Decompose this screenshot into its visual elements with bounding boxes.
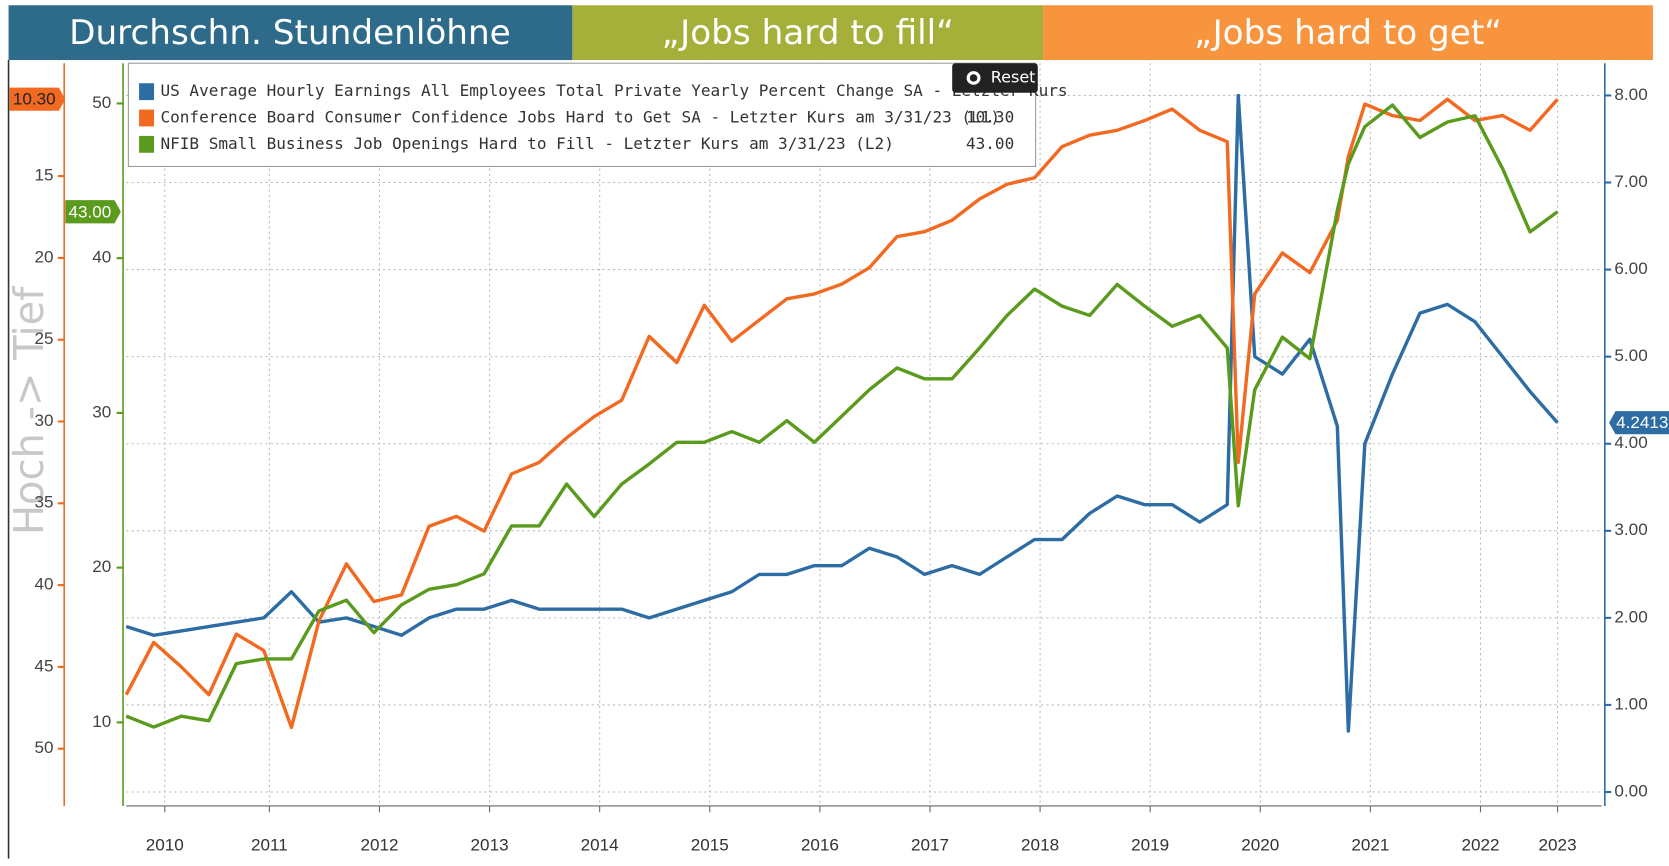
y3-tick-label: 3.00 — [1614, 520, 1647, 539]
y3-tick-label: 5.00 — [1614, 346, 1647, 365]
header-title: Durchschn. Stundenlöhne — [69, 13, 511, 53]
legend-label: NFIB Small Business Job Openings Hard to… — [160, 134, 893, 153]
series-line — [125, 103, 1559, 729]
legend-label: Conference Board Consumer Confidence Job… — [160, 108, 1000, 127]
x-tick-label: 2012 — [360, 836, 398, 855]
reset-button[interactable] — [952, 63, 1038, 93]
y-tick-label: 40 — [34, 575, 53, 594]
x-tick-label: 2019 — [1131, 836, 1169, 855]
x-tick-label: 2011 — [251, 836, 288, 855]
y3-tick-label: 2.00 — [1614, 607, 1647, 626]
value-tag-label: 43.00 — [68, 202, 111, 221]
y-tick-label: 30 — [34, 411, 53, 430]
series-line — [125, 93, 1559, 733]
legend-swatch — [139, 83, 155, 101]
y2-tick-label: 50 — [92, 93, 111, 112]
y3-tick-label: 8.00 — [1614, 85, 1647, 104]
legend-label: US Average Hourly Earnings All Employees… — [160, 81, 1067, 100]
y3-tick-label: 7.00 — [1614, 172, 1647, 191]
y3-tick-label: 1.00 — [1614, 695, 1647, 714]
legend-value: 10.30 — [966, 108, 1014, 127]
legend-value: 43.00 — [966, 134, 1014, 153]
value-tag — [9, 87, 66, 111]
y3-tick-label: 0.00 — [1614, 782, 1647, 801]
value-tag — [1609, 411, 1669, 435]
y2-tick-label: 20 — [92, 557, 111, 576]
y-tick-label: 20 — [34, 247, 53, 266]
y-tick-label: 50 — [34, 738, 53, 757]
x-tick-label: 2023 — [1539, 836, 1577, 855]
x-tick-label: 2021 — [1351, 836, 1389, 855]
x-tick-label: 2010 — [146, 836, 184, 855]
value-tag — [65, 200, 121, 224]
y-tick-label: 25 — [34, 329, 53, 348]
x-tick-label: 2022 — [1461, 836, 1499, 855]
y3-tick-label: 4.00 — [1614, 433, 1647, 452]
legend — [127, 62, 1037, 167]
y2-tick-label: 40 — [92, 248, 111, 267]
x-tick-label: 2017 — [911, 836, 949, 855]
x-tick-label: 2016 — [801, 836, 839, 855]
header-title: „Jobs hard to get“ — [1194, 13, 1502, 53]
reset-label[interactable]: Reset — [991, 68, 1036, 87]
x-tick-label: 2014 — [581, 836, 619, 855]
y2-tick-label: 10 — [92, 712, 111, 731]
legend-swatch — [139, 109, 155, 127]
y-tick-label: 35 — [34, 493, 53, 512]
x-tick-label: 2013 — [471, 836, 509, 855]
header-band — [8, 5, 573, 61]
y-tick-label: 45 — [34, 656, 53, 675]
reset-icon[interactable] — [966, 71, 981, 85]
value-tag-label: 4.2413 — [1616, 413, 1668, 432]
header-band — [572, 5, 1044, 61]
header-title: „Jobs hard to fill“ — [662, 13, 954, 53]
y3-tick-label: 6.00 — [1614, 259, 1647, 278]
series-line — [124, 97, 1559, 730]
x-tick-label: 2018 — [1021, 836, 1059, 855]
axis-label: Hoch -> Tief — [6, 286, 53, 535]
value-tag-label: 10.30 — [13, 90, 56, 109]
header-band — [1043, 5, 1653, 61]
y2-tick-label: 30 — [92, 402, 111, 421]
y-tick-label: 15 — [34, 166, 53, 185]
legend-swatch — [139, 135, 155, 153]
x-tick-label: 2020 — [1241, 836, 1279, 855]
x-tick-label: 2015 — [691, 836, 729, 855]
